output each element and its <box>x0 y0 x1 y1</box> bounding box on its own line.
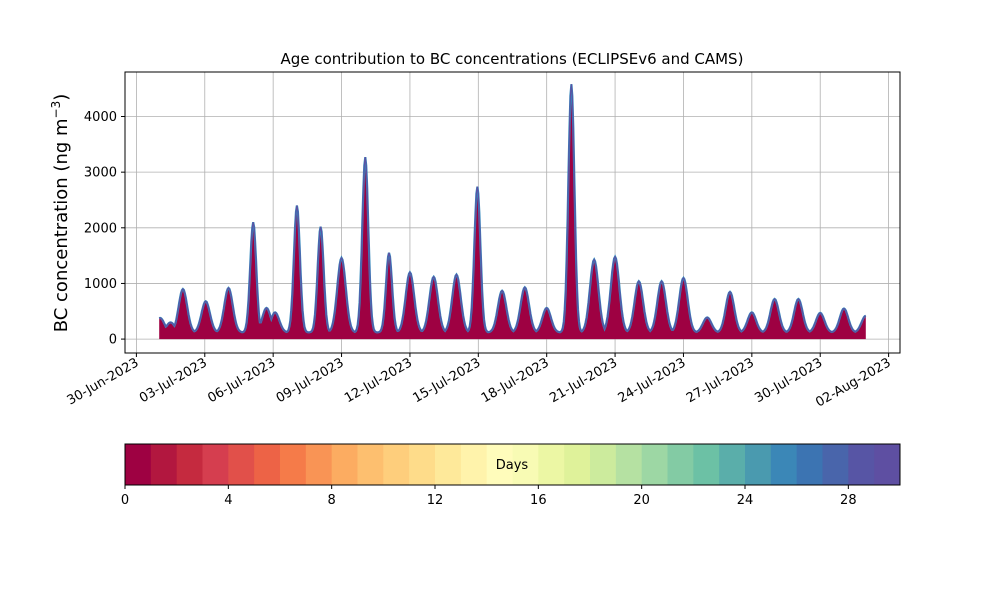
colorbar-axis: 0 4 8 12 16 20 24 28 <box>121 485 857 508</box>
colorbar-frame <box>124 443 901 486</box>
colorbar-swatch <box>693 444 720 485</box>
colorbar-swatch <box>667 444 694 485</box>
colorbar-tick-label: 8 <box>328 493 336 508</box>
y-axis-label-exponent: −3 <box>49 101 63 119</box>
y-tick-label: 1000 <box>84 277 117 292</box>
colorbar-swatch <box>848 444 875 485</box>
colorbar-tick-label: 16 <box>530 493 547 508</box>
colorbar <box>125 444 901 485</box>
colorbar-swatch <box>822 444 849 485</box>
colorbar-swatch <box>435 444 462 485</box>
colorbar-tick-label: 0 <box>121 493 129 508</box>
colorbar-swatch <box>383 444 410 485</box>
colorbar-swatch <box>254 444 281 485</box>
y-tick-label: 0 <box>109 333 117 348</box>
colorbar-tick-label: 20 <box>633 493 650 508</box>
colorbar-swatch <box>125 444 152 485</box>
colorbar-swatch <box>150 444 178 485</box>
colorbar-swatch <box>460 444 488 485</box>
colorbar-swatch <box>228 444 255 485</box>
y-tick-label: 2000 <box>84 221 117 236</box>
colorbar-tick-label: 24 <box>737 493 754 508</box>
colorbar-swatch <box>564 444 591 485</box>
colorbar-swatch <box>590 444 617 485</box>
y-axis-label-main: BC concentration (ng m <box>51 118 72 332</box>
colorbar-label: Days <box>496 458 529 473</box>
colorbar-swatch <box>357 444 384 485</box>
colorbar-swatch <box>280 444 307 485</box>
colorbar-swatch <box>745 444 772 485</box>
series-area <box>159 84 866 340</box>
colorbar-tick-label: 12 <box>427 493 444 508</box>
colorbar-swatch <box>874 444 901 485</box>
y-axis-label-close: ) <box>51 94 72 101</box>
colorbar-swatch <box>719 444 746 485</box>
colorbar-swatch <box>770 444 798 485</box>
colorbar-swatch <box>305 444 333 485</box>
y-axis-label: BC concentration (ng m−3) <box>49 94 72 333</box>
plot-area <box>158 84 867 340</box>
colorbar-swatch <box>641 444 668 485</box>
colorbar-swatch <box>486 444 513 485</box>
colorbar-swatch <box>512 444 539 485</box>
y-tick-label: 4000 <box>84 110 117 125</box>
colorbar-swatch <box>615 444 643 485</box>
y-tick-label: 3000 <box>84 166 117 181</box>
plot-frame <box>124 71 901 354</box>
colorbar-swatch <box>331 444 358 485</box>
series-edge-inner <box>158 84 867 333</box>
colorbar-tick-label: 28 <box>840 493 857 508</box>
y-axis: 0 1000 2000 3000 4000 <box>84 110 125 348</box>
colorbar-swatch <box>202 444 229 485</box>
chart-title: Age contribution to BC concentrations (E… <box>281 50 744 68</box>
colorbar-swatch <box>409 444 436 485</box>
colorbar-tick-label: 4 <box>224 493 232 508</box>
colorbar-swatch <box>538 444 565 485</box>
colorbar-swatch <box>796 444 823 485</box>
colorbar-swatch <box>176 444 203 485</box>
